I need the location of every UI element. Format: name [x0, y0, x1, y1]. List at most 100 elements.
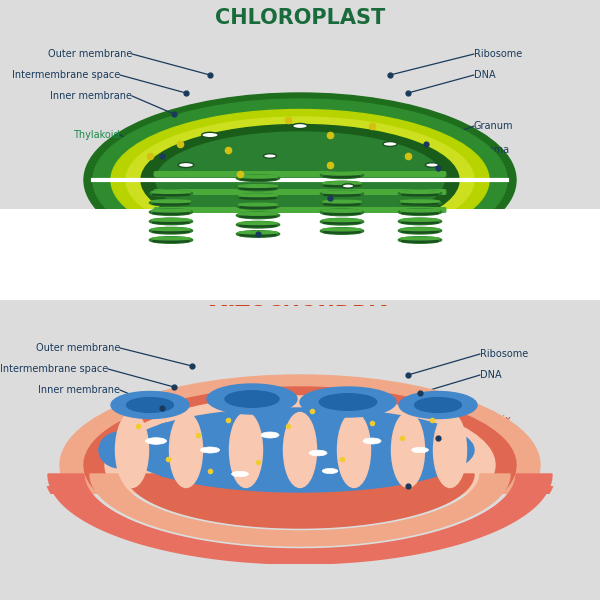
Text: Intermembrane space: Intermembrane space: [12, 70, 120, 80]
Ellipse shape: [239, 197, 277, 199]
Ellipse shape: [239, 234, 277, 236]
Ellipse shape: [147, 423, 189, 477]
Ellipse shape: [398, 209, 442, 215]
Ellipse shape: [229, 413, 263, 487]
Ellipse shape: [320, 218, 364, 225]
Ellipse shape: [152, 228, 190, 230]
Ellipse shape: [236, 175, 280, 181]
Ellipse shape: [149, 236, 193, 244]
Ellipse shape: [239, 212, 277, 215]
FancyBboxPatch shape: [154, 171, 446, 177]
Ellipse shape: [425, 163, 439, 167]
Ellipse shape: [60, 375, 540, 555]
Ellipse shape: [323, 222, 361, 224]
Ellipse shape: [412, 448, 428, 452]
Ellipse shape: [236, 203, 280, 209]
Bar: [0, 306, 600, 486]
Bar: [0, 209, 600, 330]
Ellipse shape: [239, 215, 277, 218]
Ellipse shape: [236, 193, 280, 200]
Ellipse shape: [111, 109, 489, 251]
Ellipse shape: [415, 398, 461, 412]
Ellipse shape: [319, 394, 377, 410]
Ellipse shape: [337, 413, 371, 487]
Text: Stroma lamellae: Stroma lamellae: [308, 262, 388, 272]
Ellipse shape: [323, 200, 361, 203]
Ellipse shape: [45, 384, 555, 564]
Ellipse shape: [146, 438, 167, 444]
Bar: [0, 209, 600, 330]
Ellipse shape: [152, 194, 190, 196]
Ellipse shape: [127, 398, 173, 412]
Ellipse shape: [323, 231, 361, 233]
Bar: [0, 494, 600, 600]
Ellipse shape: [398, 236, 442, 244]
Ellipse shape: [236, 230, 280, 237]
Text: Ribosome: Ribosome: [480, 349, 528, 359]
Ellipse shape: [152, 191, 190, 193]
Ellipse shape: [330, 420, 366, 480]
Ellipse shape: [323, 185, 361, 187]
Text: MITOCHONDRIA: MITOCHONDRIA: [208, 305, 392, 325]
Bar: [0, 494, 600, 600]
Text: Matrix: Matrix: [480, 415, 511, 425]
Bar: [0, 564, 600, 600]
Ellipse shape: [232, 472, 248, 476]
Text: Cristae: Cristae: [480, 451, 515, 461]
Ellipse shape: [239, 188, 277, 190]
Ellipse shape: [152, 203, 190, 205]
Ellipse shape: [126, 408, 474, 492]
Text: Intermembrane space: Intermembrane space: [0, 364, 108, 374]
Ellipse shape: [225, 391, 279, 407]
Ellipse shape: [320, 172, 364, 179]
Bar: [0, 209, 600, 330]
Ellipse shape: [320, 191, 364, 197]
Ellipse shape: [152, 200, 190, 203]
Ellipse shape: [398, 199, 442, 206]
Ellipse shape: [239, 231, 277, 234]
Ellipse shape: [200, 447, 220, 453]
Ellipse shape: [383, 142, 397, 146]
Ellipse shape: [105, 396, 495, 534]
Ellipse shape: [152, 240, 190, 242]
Bar: [0, 209, 600, 330]
Ellipse shape: [323, 209, 361, 212]
Ellipse shape: [398, 190, 442, 197]
Ellipse shape: [323, 172, 361, 175]
Text: Granum: Granum: [474, 121, 514, 131]
Ellipse shape: [401, 203, 439, 205]
Ellipse shape: [236, 184, 280, 191]
Text: Outer membrane: Outer membrane: [47, 49, 132, 59]
Ellipse shape: [433, 413, 467, 487]
Text: Thylakoid: Thylakoid: [73, 130, 120, 140]
Ellipse shape: [320, 181, 364, 188]
Ellipse shape: [270, 417, 306, 483]
Ellipse shape: [236, 221, 280, 228]
Ellipse shape: [320, 209, 364, 215]
Ellipse shape: [323, 191, 361, 194]
Ellipse shape: [323, 175, 361, 178]
Ellipse shape: [323, 228, 361, 231]
Ellipse shape: [401, 209, 439, 212]
Ellipse shape: [401, 218, 439, 221]
Ellipse shape: [401, 194, 439, 196]
Ellipse shape: [156, 132, 444, 228]
Ellipse shape: [210, 420, 246, 480]
Ellipse shape: [149, 190, 193, 197]
Ellipse shape: [178, 163, 194, 167]
Text: Stroma: Stroma: [474, 145, 509, 155]
Ellipse shape: [322, 469, 338, 473]
Text: Thylakoid space: Thylakoid space: [189, 262, 267, 272]
Ellipse shape: [263, 154, 277, 158]
Ellipse shape: [309, 450, 327, 456]
Text: CHLOROPLAST: CHLOROPLAST: [215, 8, 385, 28]
Ellipse shape: [141, 124, 459, 235]
Ellipse shape: [152, 231, 190, 233]
Ellipse shape: [84, 93, 516, 267]
Ellipse shape: [239, 222, 277, 224]
Ellipse shape: [399, 391, 477, 419]
Ellipse shape: [323, 203, 361, 205]
Ellipse shape: [300, 387, 396, 417]
Text: DNA: DNA: [480, 370, 502, 380]
Text: Inner membrane: Inner membrane: [38, 385, 120, 395]
